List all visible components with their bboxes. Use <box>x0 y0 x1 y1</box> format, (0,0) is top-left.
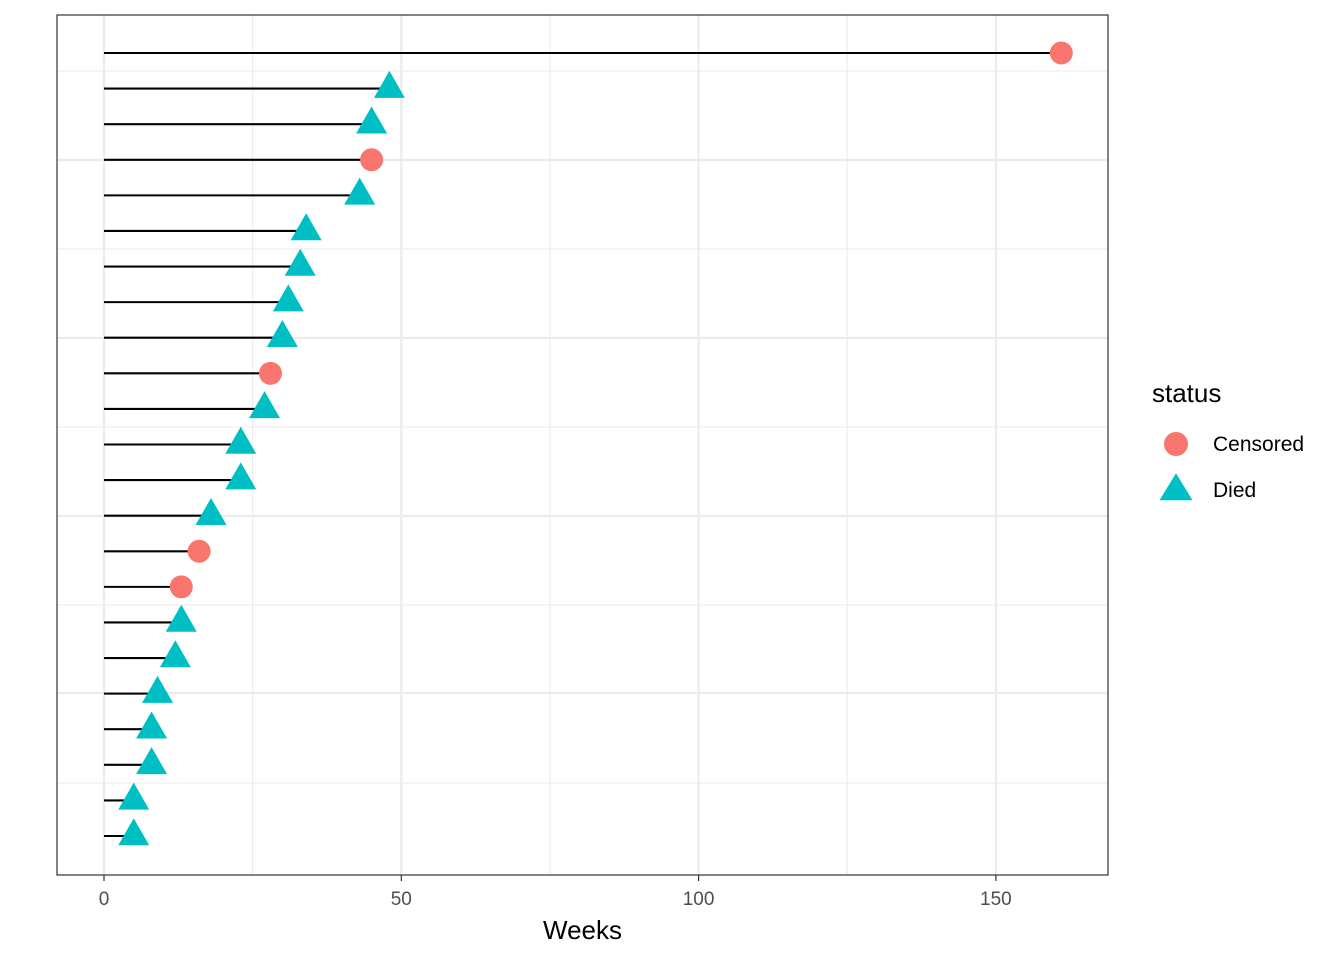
died-point <box>225 462 257 490</box>
legend-key-died <box>1159 473 1193 501</box>
legend-label: Died <box>1213 479 1256 502</box>
x-tick-label: 0 <box>99 889 110 910</box>
died-point <box>290 213 322 241</box>
died-point <box>272 284 304 312</box>
censored-point <box>187 539 211 563</box>
legend-label: Censored <box>1213 433 1304 456</box>
minor-x-gridlines <box>252 15 848 875</box>
died-point <box>165 604 197 632</box>
censored-point <box>169 575 193 599</box>
died-point <box>356 106 388 134</box>
died-point <box>136 747 168 775</box>
died-point <box>373 70 405 98</box>
legend: status Censored Died <box>1152 378 1304 502</box>
died-point <box>142 675 174 703</box>
x-tick-label: 150 <box>980 889 1012 910</box>
died-point <box>118 782 150 810</box>
censored-point <box>360 148 384 172</box>
data-points <box>118 41 1073 846</box>
x-axis: 0 50 100 150 <box>99 875 1012 910</box>
legend-title: status <box>1152 378 1221 408</box>
x-tick-label: 100 <box>683 889 715 910</box>
plot-panel <box>56 14 1109 876</box>
died-point <box>118 818 150 846</box>
died-point <box>266 319 298 347</box>
censored-point <box>1049 41 1073 65</box>
legend-items: Censored Died <box>1159 432 1304 502</box>
died-point <box>249 391 281 419</box>
died-point <box>159 640 191 668</box>
x-axis-title: Weeks <box>543 915 622 945</box>
panel-border <box>56 14 1109 876</box>
died-point <box>195 497 227 525</box>
x-tick-label: 50 <box>391 889 412 910</box>
died-point <box>284 248 316 276</box>
died-point <box>136 711 168 739</box>
died-point <box>344 177 376 205</box>
censored-point <box>258 361 282 385</box>
died-point <box>225 426 257 454</box>
legend-key-censored <box>1164 432 1188 456</box>
